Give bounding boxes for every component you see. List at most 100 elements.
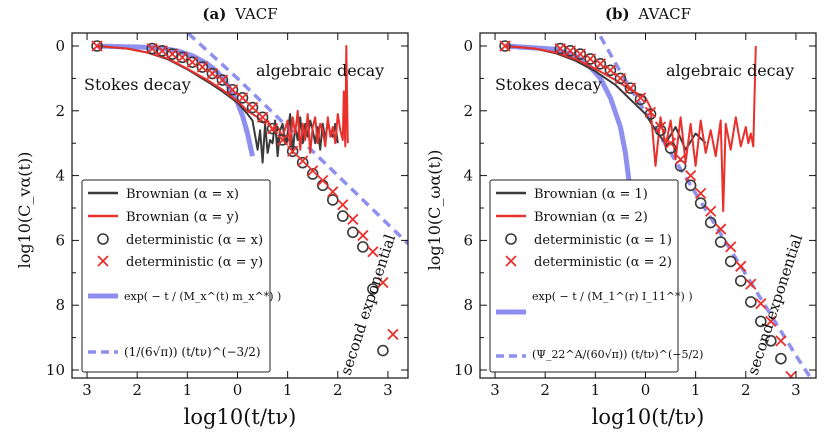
marker-circle-deterministic-x xyxy=(286,145,299,158)
marker-circle-deterministic-x xyxy=(246,101,259,114)
marker-circle-deterministic-1 xyxy=(624,82,637,94)
marker-cross-deterministic-y xyxy=(307,165,319,177)
panel-b-legend-label-4: exp( − t / (M_1^(r) I_11^*) ) xyxy=(532,290,693,303)
y-tick-label: 2 xyxy=(463,102,473,120)
marker-circle-deterministic-1 xyxy=(694,197,707,209)
y-tick-label: 10 xyxy=(46,361,65,379)
marker-circle-deterministic-1 xyxy=(604,64,617,77)
x-tick-label: 1 xyxy=(283,381,293,399)
panel-a-legend-swatch-2 xyxy=(97,233,109,245)
marker-circle-deterministic-1 xyxy=(734,275,747,287)
panel-a-annotation-second: second exponential xyxy=(337,232,400,377)
x-tick-label: 3 xyxy=(82,381,92,399)
marker-circle-deterministic-x xyxy=(357,241,369,253)
marker-circle-deterministic-x xyxy=(306,168,319,180)
marker-cross-deterministic-2 xyxy=(735,260,747,272)
marker-circle-deterministic-1 xyxy=(765,335,777,347)
marker-cross-deterministic-2 xyxy=(664,137,677,149)
marker-circle-deterministic-x xyxy=(156,45,169,57)
marker-cross-deterministic-y xyxy=(377,276,389,289)
marker-circle-deterministic-1 xyxy=(654,124,667,137)
panel-a-annotation-second-1: second exponential xyxy=(337,232,400,377)
marker-cross-deterministic-y xyxy=(347,213,359,225)
marker-cross-deterministic-2 xyxy=(725,241,737,253)
marker-cross-deterministic-y xyxy=(297,155,309,167)
marker-cross-deterministic-y xyxy=(156,45,168,57)
panel-b-plot xyxy=(499,35,813,378)
x-tick-label: 2 xyxy=(540,381,550,399)
marker-cross-deterministic-2 xyxy=(765,315,777,328)
y-tick-label: 6 xyxy=(463,231,473,249)
panel-a-legend-label-4: exp( − t / (M_x^(t) m_x^*) ) xyxy=(124,290,281,303)
marker-cross-deterministic-y xyxy=(256,111,269,123)
marker-cross-deterministic-2 xyxy=(584,53,596,65)
marker-circle-deterministic-x xyxy=(216,74,229,86)
marker-circle-deterministic-1 xyxy=(684,179,697,192)
panel-b: (b) AVACF Stokes decay algebraic decay s… xyxy=(425,5,817,429)
marker-cross-deterministic-2 xyxy=(499,40,511,52)
panel-b-annotation-second: second exponential xyxy=(744,232,807,377)
marker-cross-deterministic-y xyxy=(367,246,379,258)
panel-a-legend: Brownian (α = x) Brownian (α = y) determ… xyxy=(81,179,281,373)
marker-cross-deterministic-y xyxy=(186,56,198,68)
panel-a-title: (a) VACF xyxy=(202,5,277,23)
marker-cross-deterministic-2 xyxy=(574,48,586,60)
panel-a-legend-box xyxy=(81,179,271,373)
panel-a-xlabel: log10(t/tν) xyxy=(184,405,297,429)
marker-cross-deterministic-y xyxy=(216,74,229,86)
panel-a-ylabel: log10(C_vα(t)) xyxy=(15,152,34,269)
marker-cross-deterministic-y xyxy=(176,51,188,63)
marker-circle-deterministic-1 xyxy=(704,216,717,229)
y-tick-label: 10 xyxy=(454,361,473,379)
panel-b-xlabel: log10(t/tν) xyxy=(592,405,705,429)
marker-circle-deterministic-1 xyxy=(644,108,657,120)
y-tick-label: 8 xyxy=(463,296,473,314)
marker-circle-deterministic-1 xyxy=(745,296,757,308)
panel-b-legend-label-5: (Ψ_22^A/(60√π)) (t/tν)^(−5/2) xyxy=(532,348,703,361)
marker-cross-deterministic-2 xyxy=(785,370,797,378)
marker-cross-deterministic-y xyxy=(91,40,103,52)
marker-cross-deterministic-y xyxy=(226,84,239,96)
marker-cross-deterministic-2 xyxy=(745,278,757,290)
marker-cross-deterministic-2 xyxy=(604,64,617,76)
y-tick-label: 4 xyxy=(55,167,65,185)
marker-cross-deterministic-2 xyxy=(634,92,647,104)
panel-b-legend-swatch-3 xyxy=(505,255,517,267)
y-tick-label: 2 xyxy=(55,102,65,120)
panel-b-frame xyxy=(479,32,817,379)
panel-b-legend-box xyxy=(489,179,679,373)
marker-cross-deterministic-2 xyxy=(705,205,717,217)
marker-cross-deterministic-y xyxy=(146,42,158,55)
marker-circle-deterministic-x xyxy=(316,179,329,192)
y-tick-label: 8 xyxy=(55,296,65,314)
marker-cross-deterministic-2 xyxy=(695,187,707,200)
marker-circle-deterministic-x xyxy=(266,122,279,135)
panel-b-title-text: AVACF xyxy=(637,5,691,23)
panel-b-annotation-second-1: second exponential xyxy=(744,232,807,377)
panel-b-title: (b) AVACF xyxy=(605,5,691,23)
panel-a-legend-label-3: deterministic (α = y) xyxy=(126,255,263,270)
marker-cross-deterministic-y xyxy=(236,92,249,104)
marker-circle-deterministic-x xyxy=(236,92,249,104)
marker-circle-deterministic-x xyxy=(296,156,309,169)
marker-circle-deterministic-x xyxy=(166,48,179,60)
marker-cross-deterministic-y xyxy=(276,134,289,146)
marker-circle-deterministic-x xyxy=(377,344,389,357)
x-tick-label: 1 xyxy=(183,381,193,399)
marker-circle-deterministic-x xyxy=(206,67,219,80)
marker-cross-deterministic-y xyxy=(206,67,219,80)
panel-a-legend-swatch-3 xyxy=(97,255,109,267)
panel-b-legend-label-1: Brownian (α = 2) xyxy=(534,210,648,225)
marker-circle-deterministic-x xyxy=(276,134,289,146)
panel-a-legend-label-1: Brownian (α = y) xyxy=(126,210,239,225)
panel-b-legend-label-2: deterministic (α = 1) xyxy=(534,233,672,248)
panel-a-legend-label-2: deterministic (α = x) xyxy=(126,233,263,248)
x-tick-label: 2 xyxy=(132,381,142,399)
panel-a: (a) VACF Stokes decay algebraic decay se… xyxy=(15,5,409,429)
marker-cross-deterministic-2 xyxy=(624,82,637,94)
marker-cross-deterministic-2 xyxy=(684,169,697,182)
marker-cross-deterministic-2 xyxy=(674,153,687,166)
